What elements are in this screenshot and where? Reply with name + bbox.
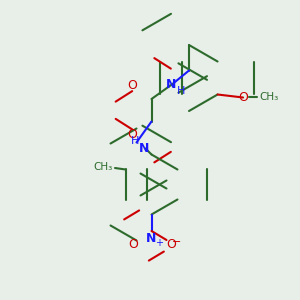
Text: O: O — [127, 79, 137, 92]
Text: O: O — [127, 128, 137, 142]
Text: H: H — [177, 86, 186, 97]
Text: N: N — [146, 232, 157, 245]
Text: CH₃: CH₃ — [260, 92, 279, 103]
Text: +: + — [155, 238, 163, 248]
Text: −: − — [171, 237, 181, 248]
Text: H: H — [131, 136, 139, 146]
Text: O: O — [128, 238, 138, 251]
Text: N: N — [166, 77, 176, 91]
Text: CH₃: CH₃ — [94, 161, 113, 172]
Text: O: O — [166, 238, 176, 251]
Text: N: N — [139, 142, 149, 155]
Text: O: O — [238, 91, 248, 104]
